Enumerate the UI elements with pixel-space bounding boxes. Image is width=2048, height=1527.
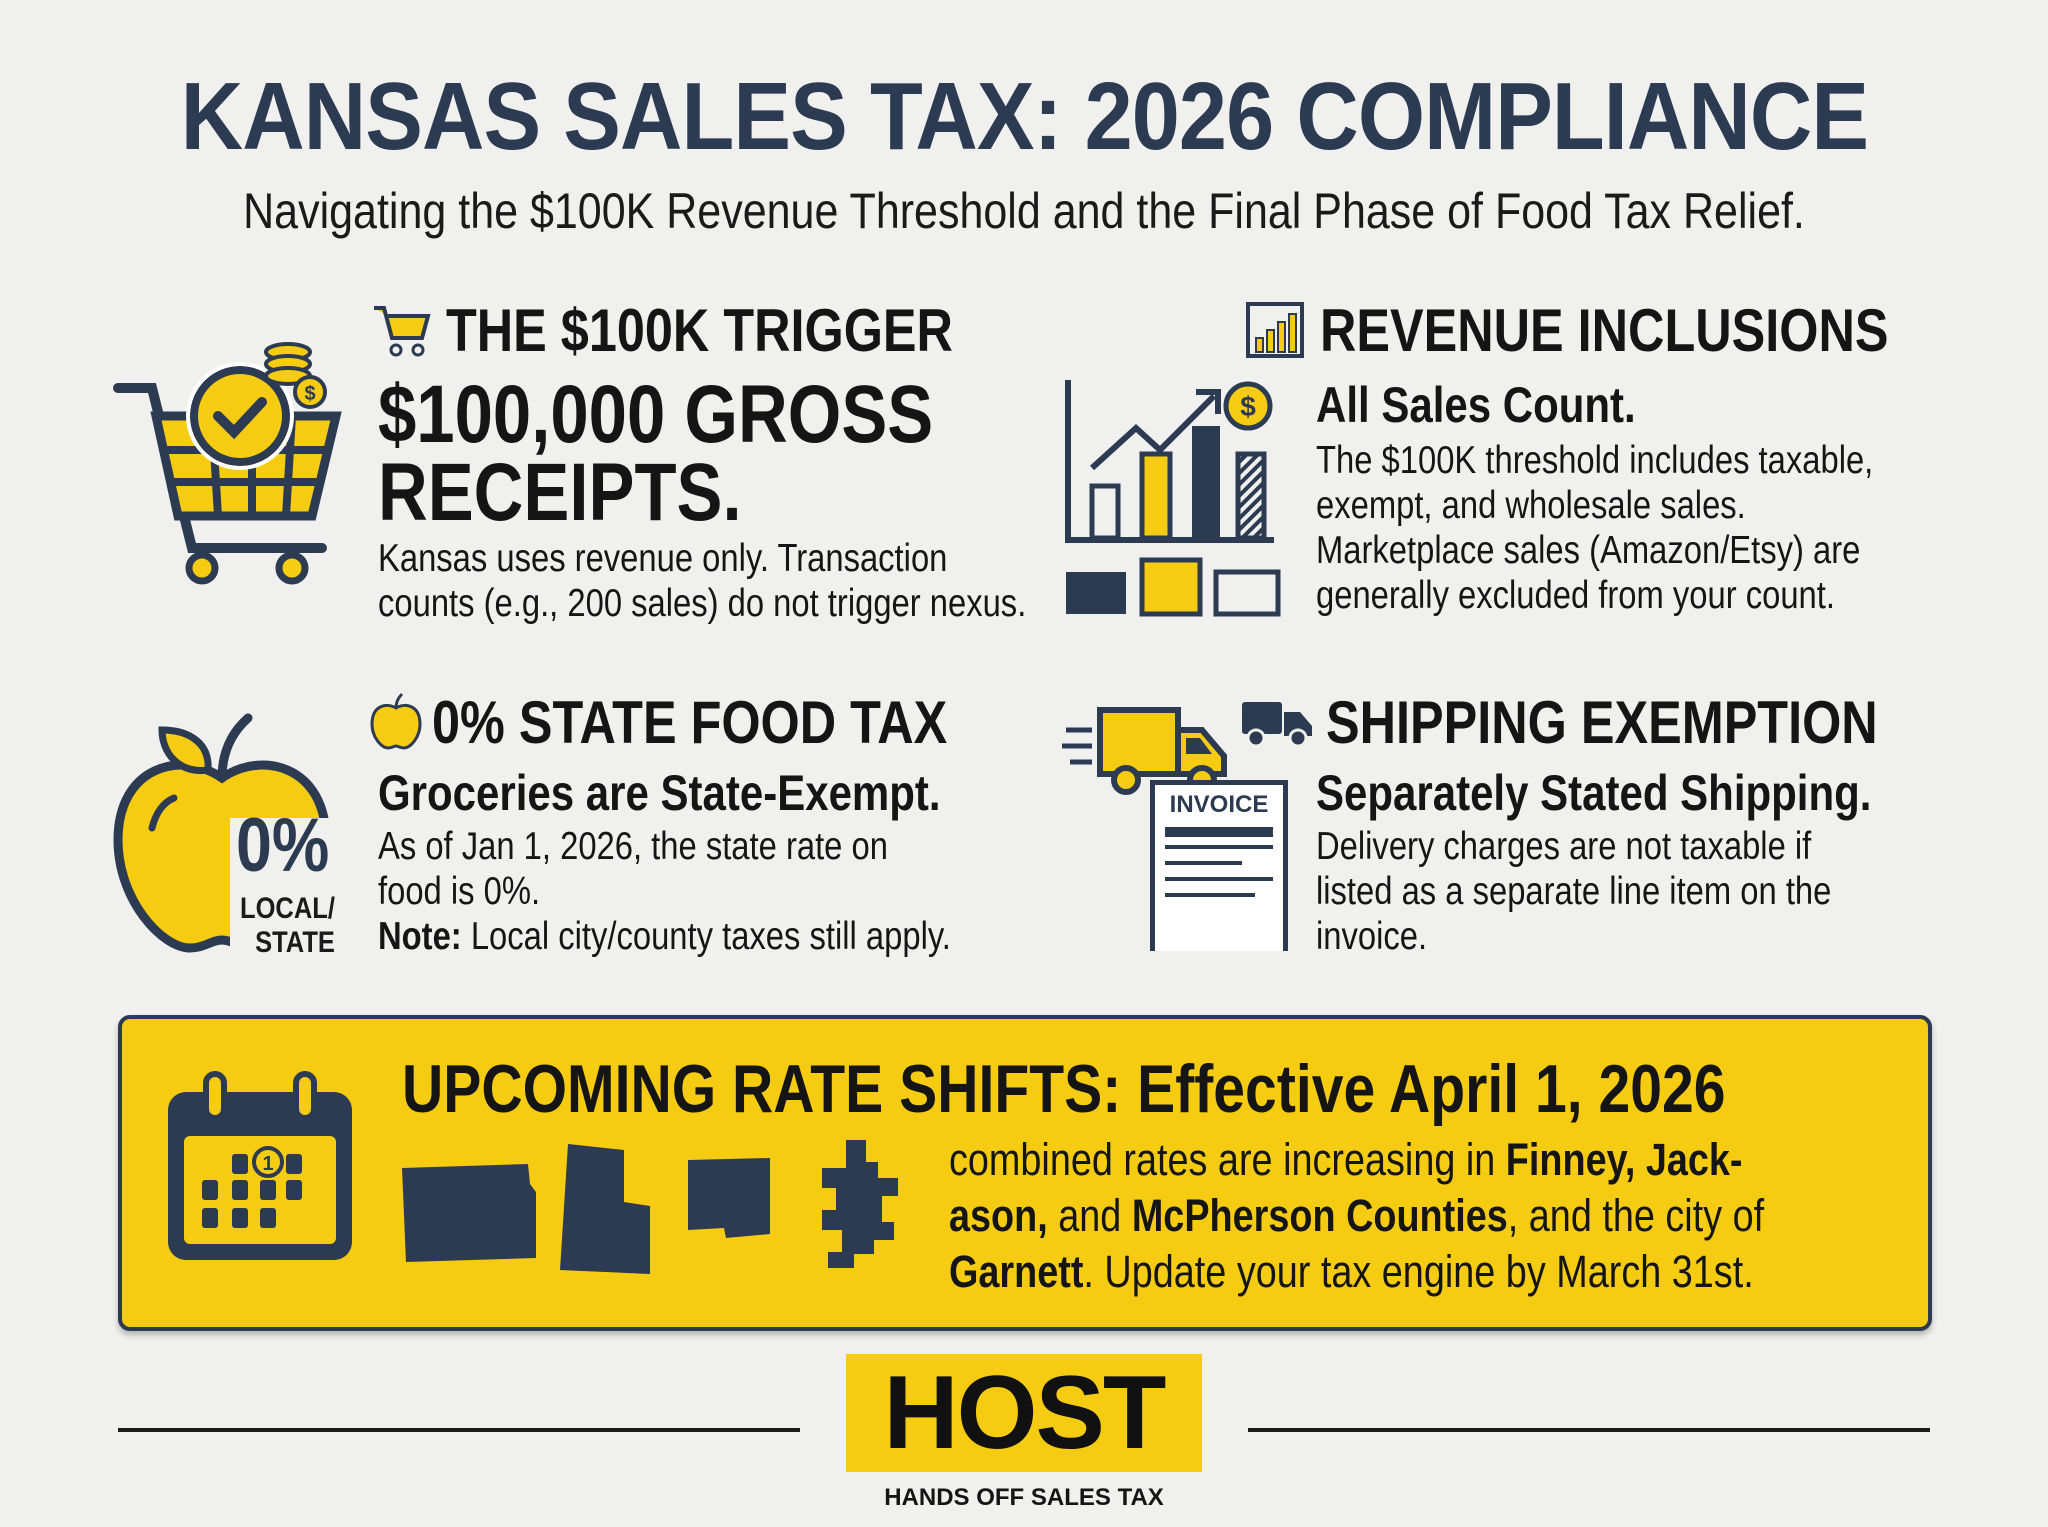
- banner-text: . Update your tax engine by March 31st.: [1083, 1246, 1754, 1297]
- highlight-line: RECEIPTS.: [378, 447, 742, 538]
- shopping-cart-icon: $: [113, 342, 342, 585]
- county-maps-icon: [402, 1140, 898, 1274]
- invoice-icon: INVOICE: [1150, 780, 1288, 951]
- body-line: generally excluded from your count.: [1316, 574, 1835, 617]
- trigger-heading: THE $100K TRIGGER: [446, 297, 953, 364]
- revenue-subheading: All Sales Count.: [1316, 377, 1636, 433]
- jackson-county-shape: [560, 1144, 650, 1274]
- banner-county: McPherson Counties: [1131, 1190, 1508, 1241]
- food-badge-value: 0%: [236, 803, 330, 888]
- shipping-body: Delivery charges are not taxable if list…: [1316, 824, 1831, 959]
- banner-line: combined rates are increasing in Finney,…: [949, 1132, 1764, 1188]
- banner-county: ason,: [949, 1190, 1048, 1241]
- svg-text:$: $: [304, 383, 315, 405]
- body-line: As of Jan 1, 2026, the state rate on: [378, 825, 888, 868]
- body-line: listed as a separate line item on the: [1316, 870, 1832, 913]
- banner-text: and: [1047, 1190, 1132, 1241]
- body-line: counts (e.g., 200 sales) do not trigger …: [378, 582, 1027, 625]
- title-text: KANSAS SALES TAX: 2026 COMPLIANCE: [180, 63, 1868, 170]
- food-body: As of Jan 1, 2026, the state rate on foo…: [378, 824, 951, 959]
- calendar-icon: 1: [168, 1071, 352, 1260]
- food-badge-label: LOCAL/ STATE: [240, 892, 335, 960]
- small-apple-icon: [370, 692, 422, 750]
- banner-title: UPCOMING RATE SHIFTS: Effective April 1,…: [402, 1051, 1726, 1127]
- logo-tagline: HANDS OFF SALES TAX: [884, 1484, 1164, 1511]
- food-note: Note: Local city/county taxes still appl…: [378, 914, 951, 959]
- bar-chart-icon: [1246, 302, 1304, 358]
- banner-text: , and the city of: [1507, 1190, 1765, 1241]
- apple-icon: [113, 713, 342, 958]
- banner-line: Garnett. Update your tax engine by March…: [949, 1244, 1764, 1300]
- svg-text:$: $: [1240, 391, 1256, 422]
- banner-body: combined rates are increasing in Finney,…: [949, 1132, 1764, 1300]
- truck-icon: [1242, 702, 1312, 748]
- revenue-growth-chart-icon: $: [1065, 380, 1281, 617]
- food-heading: 0% STATE FOOD TAX: [432, 689, 948, 756]
- shipping-subheading: Separately Stated Shipping.: [1316, 765, 1872, 821]
- body-line: The $100K threshold includes taxable,: [1316, 439, 1874, 482]
- invoice-label: INVOICE: [1169, 791, 1269, 818]
- footer-divider-left: [118, 1428, 800, 1432]
- highlight-line: $100,000 GROSS: [378, 369, 934, 460]
- revenue-heading: REVENUE INCLUSIONS: [1320, 297, 1889, 364]
- revenue-body: The $100K threshold includes taxable, ex…: [1316, 438, 1873, 618]
- food-subheading: Groceries are State-Exempt.: [378, 765, 941, 821]
- banner-city: Garnett: [949, 1246, 1084, 1297]
- body-line: Marketplace sales (Amazon/Etsy) are: [1316, 529, 1861, 572]
- page-subtitle: Navigating the $100K Revenue Threshold a…: [0, 182, 2048, 240]
- host-logo-text: HOST: [883, 1355, 1167, 1471]
- banner-county: Finney, Jack-: [1505, 1134, 1743, 1185]
- badge-label-line: LOCAL/: [240, 892, 335, 925]
- host-logo: [846, 1354, 1202, 1472]
- badge-label-line: STATE: [255, 926, 335, 959]
- small-cart-icon: [374, 306, 431, 357]
- banner-line: ason, and McPherson Counties, and the ci…: [949, 1188, 1764, 1244]
- body-line: food is 0%.: [378, 870, 541, 913]
- trigger-body: Kansas uses revenue only. Transaction co…: [378, 536, 1026, 626]
- body-line: Delivery charges are not taxable if: [1316, 825, 1812, 868]
- subtitle-text: Navigating the $100K Revenue Threshold a…: [243, 183, 1805, 239]
- body-line: Kansas uses revenue only. Transaction: [378, 537, 948, 580]
- page-title: KANSAS SALES TAX: 2026 COMPLIANCE: [0, 62, 2048, 172]
- shipping-heading: SHIPPING EXEMPTION: [1326, 689, 1878, 756]
- body-line: invoice.: [1316, 915, 1428, 958]
- mcpherson-county-shape: [688, 1158, 770, 1238]
- calendar-day: 1: [262, 1153, 273, 1175]
- banner-text: combined rates are increasing in: [949, 1134, 1506, 1185]
- trigger-highlight: $100,000 GROSS RECEIPTS.: [378, 369, 934, 538]
- delivery-truck-illustration-icon: [1062, 707, 1227, 795]
- footer-divider-right: [1248, 1428, 1930, 1432]
- body-line: exempt, and wholesale sales.: [1316, 484, 1746, 527]
- finney-county-shape: [402, 1164, 536, 1262]
- garnett-city-shape: [822, 1140, 898, 1268]
- note-label: Note:: [378, 915, 462, 958]
- note-text: Local city/county taxes still apply.: [461, 915, 951, 958]
